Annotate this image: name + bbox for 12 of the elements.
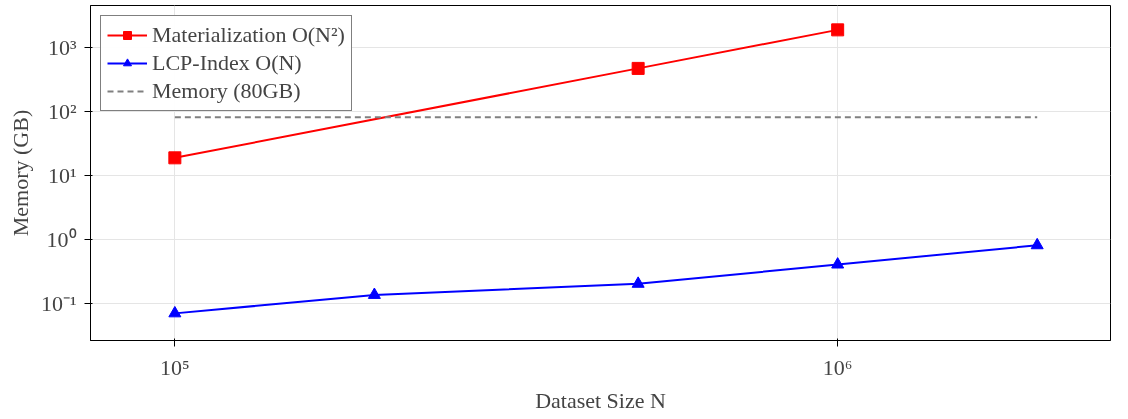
legend-label: Materialization O(N²) bbox=[152, 22, 345, 48]
legend-label: LCP-Index O(N) bbox=[152, 50, 302, 76]
x-tick-label: 10⁶ bbox=[822, 354, 853, 380]
y-tick-label: 10³ bbox=[47, 34, 77, 60]
legend-label: Memory (80GB) bbox=[152, 78, 301, 104]
y-tick-label: 10⁻¹ bbox=[40, 290, 77, 316]
y-tick-label: 10² bbox=[47, 98, 77, 124]
y-axis-title: Memory (GB) bbox=[7, 109, 33, 237]
x-axis-title: Dataset Size N bbox=[535, 387, 666, 413]
x-tick-label: 10⁵ bbox=[160, 354, 190, 380]
y-tick-label: 10¹ bbox=[47, 162, 77, 188]
y-tick-label: 10⁰ bbox=[46, 226, 77, 252]
